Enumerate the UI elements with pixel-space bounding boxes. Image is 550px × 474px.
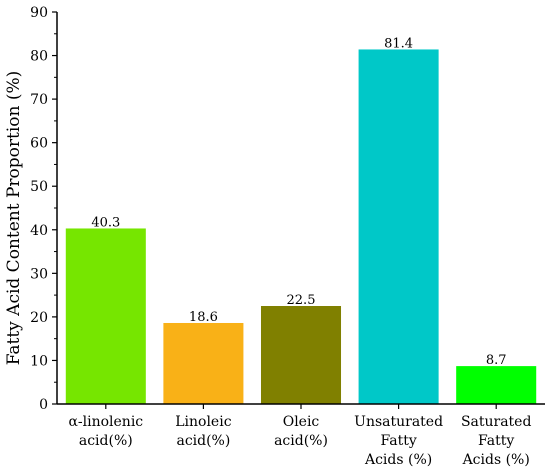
y-tick-label: 20 (30, 310, 48, 326)
y-tick-label: 10 (30, 353, 48, 369)
bar-value-label: 22.5 (287, 293, 316, 308)
y-tick-label: 30 (30, 266, 48, 282)
value-labels-layer: 40.3 18.6 22.5 81.4 8.7 (91, 36, 506, 368)
bar-value-label: 81.4 (384, 36, 413, 51)
y-tick-label: 0 (39, 397, 48, 413)
bar (358, 49, 439, 405)
y-axis-title: Fatty Acid Content Proportion (%) (4, 71, 24, 366)
x-tick-label: Saturated Fatty Acids (%) (461, 414, 532, 468)
bar (65, 228, 146, 404)
x-tick-label: Linoleic acid(%) (175, 414, 231, 449)
x-tick-label: Unsaturated Fatty Acids (%) (354, 414, 443, 468)
x-ticks-layer: α-linolenic acid(%) Linoleic acid(%) Oleic ac… (68, 404, 531, 468)
bar-value-label: 8.7 (486, 353, 507, 368)
bar (260, 306, 342, 404)
y-tick-label: 40 (30, 223, 48, 239)
bar-value-label: 18.6 (189, 310, 218, 325)
y-tick-label: 70 (30, 92, 48, 108)
y-tick-label: 90 (30, 5, 48, 21)
y-tick-label: 60 (30, 136, 48, 152)
bar (456, 366, 537, 404)
x-tick-label: α-linolenic acid(%) (68, 414, 143, 449)
y-tick-label: 50 (30, 179, 48, 195)
y-ticks-layer: 0 10 20 30 40 50 60 70 80 90 (30, 5, 57, 413)
y-tick-label: 80 (30, 49, 48, 65)
bar-value-label: 40.3 (91, 215, 120, 230)
bars-layer (65, 49, 537, 405)
bar (163, 322, 244, 404)
x-tick-label: Oleic acid(%) (274, 414, 328, 449)
